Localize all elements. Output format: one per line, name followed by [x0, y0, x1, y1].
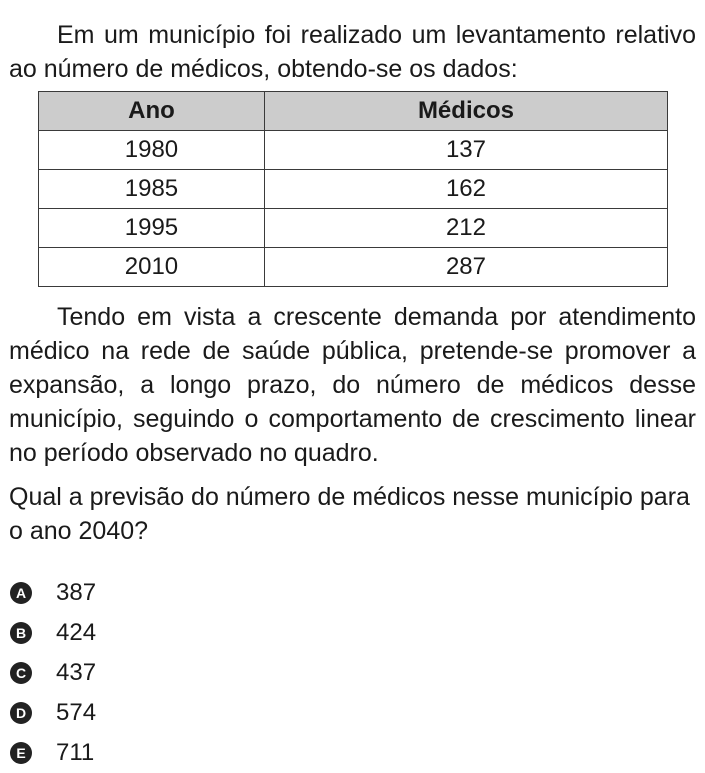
- table-row: 1995 212: [38, 208, 669, 248]
- option-letter-badge: C: [10, 662, 32, 684]
- answer-options: A 387 B 424 C 437 D 574 E 711: [9, 573, 696, 773]
- year-cell: 1985: [38, 169, 265, 209]
- doctors-cell: 137: [263, 130, 669, 170]
- table-row: 1985 162: [38, 169, 669, 209]
- option-text: 711: [56, 739, 95, 766]
- option-a[interactable]: A 387: [9, 573, 696, 613]
- option-text: 437: [56, 659, 97, 686]
- year-cell: 1995: [38, 208, 265, 248]
- option-letter-badge: B: [10, 622, 32, 644]
- option-text: 424: [56, 619, 97, 646]
- table-header-row: Ano Médicos: [38, 91, 669, 131]
- option-letter-badge: E: [10, 742, 32, 764]
- table-row: 1980 137: [38, 130, 669, 170]
- table-row: 2010 287: [38, 247, 669, 287]
- doctors-cell: 162: [263, 169, 669, 209]
- doctors-table: Ano Médicos 1980 137 1985 162 1995 212 2…: [38, 91, 669, 287]
- year-cell: 2010: [38, 247, 265, 287]
- question-text: Qual a previsão do número de médicos nes…: [9, 483, 690, 545]
- option-text: 574: [56, 699, 97, 726]
- option-text: 387: [56, 579, 97, 606]
- doctors-cell: 212: [263, 208, 669, 248]
- option-letter-badge: A: [10, 582, 32, 604]
- intro-paragraph: Em um município foi realizado um levanta…: [9, 21, 696, 83]
- question-document: Em um município foi realizado um levanta…: [9, 18, 696, 773]
- option-c[interactable]: C 437: [9, 653, 696, 693]
- option-letter-badge: D: [10, 702, 32, 724]
- column-header-year: Ano: [38, 91, 265, 131]
- doctors-cell: 287: [263, 247, 669, 287]
- option-b[interactable]: B 424: [9, 613, 696, 653]
- context-paragraph: Tendo em vista a crescente demanda por a…: [9, 303, 696, 467]
- option-e[interactable]: E 711: [9, 733, 696, 773]
- option-d[interactable]: D 574: [9, 693, 696, 733]
- column-header-doctors: Médicos: [263, 91, 669, 131]
- year-cell: 1980: [38, 130, 265, 170]
